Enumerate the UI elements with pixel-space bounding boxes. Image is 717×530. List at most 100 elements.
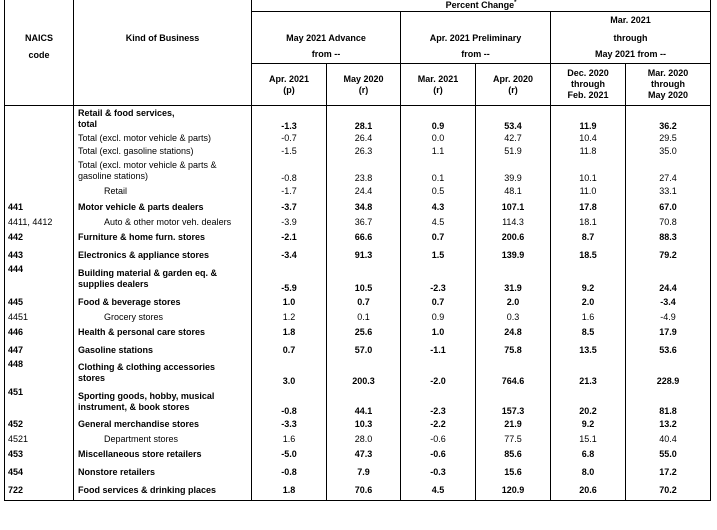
value-cell: 13.2 [625, 416, 712, 433]
business-label: Nonstore retailers [78, 466, 156, 477]
value-cell: 77.5 [475, 432, 551, 446]
value-cell: 13.5 [550, 341, 626, 359]
business-label-continued: instrument, & book stores [78, 401, 190, 412]
kind-of-business: Sporting goods, hobby, musical instrument… [73, 386, 252, 417]
value-cell: 1.2 [251, 310, 327, 324]
naics-code: 443 [4, 246, 74, 264]
business-label: Food & beverage stores [78, 296, 181, 307]
value-cell: 157.3 [475, 386, 551, 417]
value-cell: 66.6 [326, 228, 401, 247]
kind-of-business: Furniture & home furn. stores [73, 228, 252, 247]
value-cell: 70.6 [326, 480, 401, 502]
naics-code: 444 [4, 263, 74, 294]
value-cell: 20.2 [550, 386, 626, 417]
table-row: 4451 Grocery stores 1.2 0.1 0.9 0.3 1.6 -4.9 [4, 310, 712, 324]
business-label: Total (excl. gasoline stations) [78, 145, 194, 156]
value-cell: 91.3 [326, 246, 401, 264]
value-cell: 1.8 [251, 323, 327, 342]
business-label-continued: gasoline stations) [78, 170, 149, 181]
kind-of-business: Auto & other motor veh. dealers [73, 215, 252, 229]
value-cell: 2.0 [550, 293, 626, 311]
col-header-apr2021: Apr. 2021 (p) [251, 63, 327, 107]
value-cell: -1.7 [251, 183, 327, 200]
value-cell: 114.3 [475, 215, 551, 229]
value-cell: -3.9 [251, 215, 327, 229]
naics-header-line2: code [4, 46, 74, 64]
value-cell: 0.0 [400, 131, 476, 145]
value-cell: 24.4 [326, 183, 401, 200]
group3-line3: May 2021 from -- [550, 46, 712, 65]
value-cell: 81.8 [625, 386, 712, 417]
kind-of-business: General merchandise stores [73, 416, 252, 433]
business-label-continued: total [78, 119, 97, 129]
business-label-continued: stores [78, 372, 106, 383]
value-cell: 44.1 [326, 386, 401, 417]
value-cell: 24.8 [475, 323, 551, 342]
value-cell: 0.7 [400, 293, 476, 311]
value-cell: -2.2 [400, 416, 476, 433]
table-row: 4411, 4412 Auto & other motor veh. dealer… [4, 215, 712, 229]
value-cell: 53.6 [625, 341, 712, 359]
value-cell: 70.2 [625, 480, 712, 502]
kind-of-business: Nonstore retailers [73, 463, 252, 481]
naics-code [4, 157, 74, 184]
kind-of-business: Health & personal care stores [73, 323, 252, 342]
naics-code: 4411, 4412 [4, 215, 74, 229]
value-cell: 18.1 [550, 215, 626, 229]
business-label: Electronics & appliance stores [78, 249, 210, 260]
value-cell: 4.5 [400, 480, 476, 502]
value-cell: 200.3 [326, 358, 401, 387]
naics-code: 4521 [4, 432, 74, 446]
value-cell: 70.8 [625, 215, 712, 229]
business-label: Health & personal care stores [78, 327, 206, 338]
kind-of-business: Food & beverage stores [73, 293, 252, 311]
value-cell: 8.5 [550, 323, 626, 342]
value-cell: 9.2 [550, 416, 626, 433]
naics-code: 442 [4, 228, 74, 247]
table-row: Total (excl. motor vehicle & parts & gaso… [4, 157, 712, 184]
business-label: Total (excl. motor vehicle & parts) [78, 132, 212, 143]
value-cell: -3.7 [251, 199, 327, 216]
kind-of-business: Clothing & clothing accessories stores [73, 358, 252, 387]
table-row: 444 Building material & garden eq. & suppl… [4, 263, 712, 294]
naics-code [4, 105, 74, 132]
business-label: Auto & other motor veh. dealers [104, 216, 232, 227]
table-row: Retail -1.7 24.4 0.5 48.1 11.0 33.1 [4, 183, 712, 200]
business-label: Department stores [104, 433, 179, 444]
value-cell: 40.4 [625, 432, 712, 446]
percent-change-table: Percent Change* Mar. 2021 NAICS Kind of … [4, 0, 712, 502]
value-cell: 42.7 [475, 131, 551, 145]
value-cell: 26.4 [326, 131, 401, 145]
kind-of-business: Building material & garden eq. & supplies… [73, 263, 252, 294]
value-cell: 0.1 [400, 157, 476, 184]
value-cell: -3.3 [251, 416, 327, 433]
table-row: 4521 Department stores 1.6 28.0 -0.6 77.5 15.1… [4, 432, 712, 446]
kind-of-business: Retail [73, 183, 252, 200]
table-row: 443 Electronics & appliance stores -3.4 91.… [4, 246, 712, 264]
value-cell: 25.6 [326, 323, 401, 342]
value-cell: 3.0 [251, 358, 327, 387]
value-cell: 764.6 [475, 358, 551, 387]
value-cell: 29.5 [625, 131, 712, 145]
business-label: Building material & garden eq. & [78, 267, 218, 278]
table-row: 448 Clothing & clothing accessories stores… [4, 358, 712, 387]
business-label-continued: supplies dealers [78, 278, 149, 289]
value-cell: 0.1 [326, 310, 401, 324]
kind-of-business: Miscellaneous store retailers [73, 445, 252, 464]
naics-code: 446 [4, 323, 74, 342]
value-cell: 15.6 [475, 463, 551, 481]
naics-code: 441 [4, 199, 74, 216]
business-label: Furniture & home furn. stores [78, 232, 206, 243]
value-cell: 228.9 [625, 358, 712, 387]
value-cell: 0.5 [400, 183, 476, 200]
value-cell: 10.1 [550, 157, 626, 184]
value-cell: 36.7 [326, 215, 401, 229]
value-cell: 53.4 [475, 105, 551, 132]
col-header-may2020: May 2020 (r) [326, 63, 401, 107]
value-cell: 21.3 [550, 358, 626, 387]
value-cell: 1.0 [251, 293, 327, 311]
value-cell: -0.8 [251, 463, 327, 481]
naics-code: 452 [4, 416, 74, 433]
value-cell: 28.1 [326, 105, 401, 132]
